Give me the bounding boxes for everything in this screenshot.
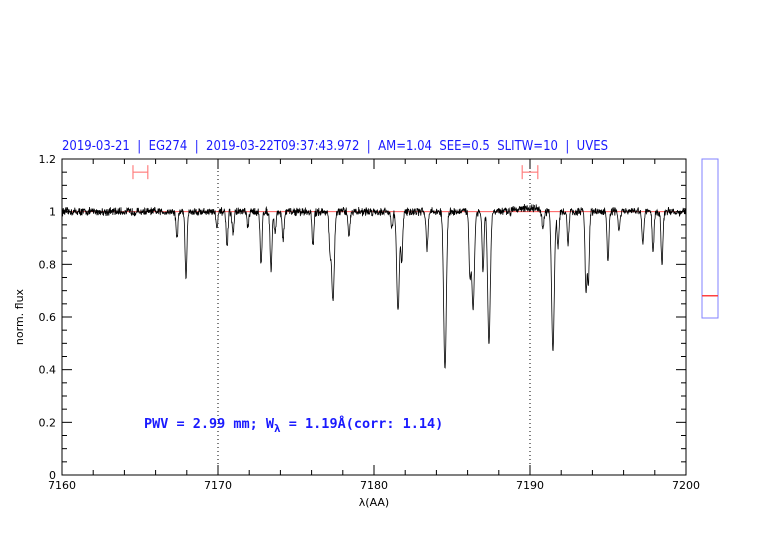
axis-ticks: 7160 7170 7180 7190 7200 0 0.2 0.4 0.6 0.8 1 1.2: [39, 153, 701, 492]
error-bar: [521, 165, 539, 180]
x-tick-label: 7180: [360, 479, 388, 492]
y-tick-label: 0.2: [39, 416, 57, 429]
ew-text: = 1.19Å(corr: 1.14): [281, 415, 444, 432]
chart-title: 2019-03-21 | EG274 | 2019-03-22T09:37:43…: [62, 138, 608, 154]
plot-area: [61, 159, 687, 475]
y-tick-label: 1: [49, 206, 56, 219]
side-indicator: [701, 158, 719, 319]
pwv-annotation: PWV = 2.99 mm; Wλ = 1.19Å(corr: 1.14): [144, 415, 443, 435]
x-tick-label: 7160: [48, 479, 76, 492]
side-indicator-frame: [701, 158, 719, 319]
x-tick-label: 7190: [516, 479, 544, 492]
x-tick-label: 7200: [672, 479, 700, 492]
error-bar: [132, 165, 149, 180]
y-tick-label: 0.6: [39, 311, 57, 324]
w-subscript: λ: [274, 422, 281, 435]
y-tick-label: 0.4: [39, 364, 57, 377]
spectrum-line: [61, 204, 687, 369]
x-axis-label: λ(AA): [359, 496, 389, 509]
x-tick-label: 7170: [204, 479, 232, 492]
pwv-text: PWV = 2.99 mm; W: [144, 416, 275, 432]
y-tick-label: 0: [49, 469, 56, 482]
y-tick-label: 0.8: [39, 258, 57, 271]
y-axis-label: norm. flux: [13, 288, 26, 345]
y-tick-label: 1.2: [39, 153, 57, 166]
